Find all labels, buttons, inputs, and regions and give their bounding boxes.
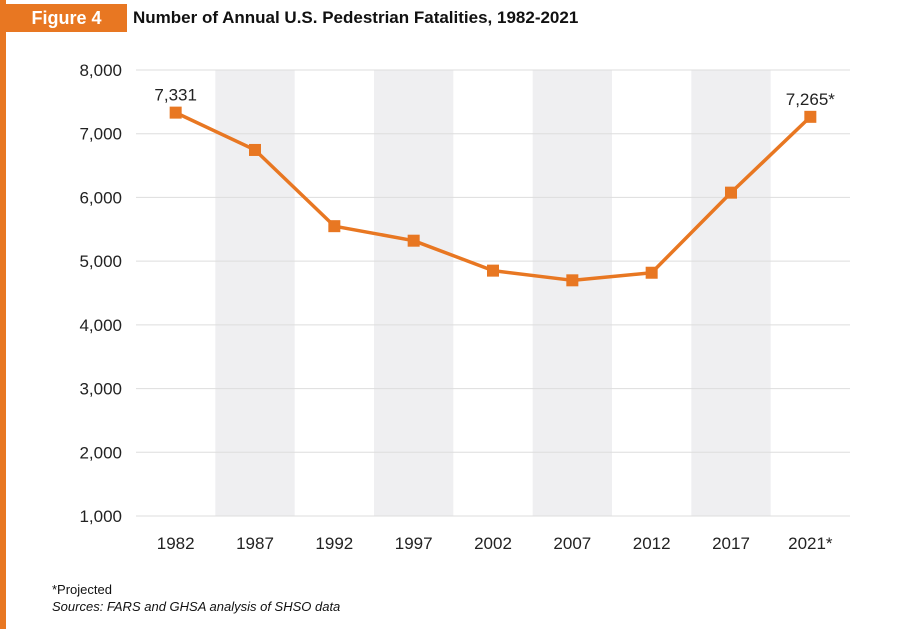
data-point bbox=[645, 266, 658, 279]
x-tick-label: 1982 bbox=[157, 534, 195, 553]
data-point bbox=[407, 234, 420, 247]
chart-title: Number of Annual U.S. Pedestrian Fatalit… bbox=[133, 8, 579, 27]
x-tick-label: 1992 bbox=[315, 534, 353, 553]
y-axis-ticks: 1,000 2,000 3,000 4,000 5,000 6,000 7,000 8,000 bbox=[79, 61, 122, 526]
data-labels: 7,331 7,265* bbox=[154, 86, 835, 109]
data-point bbox=[487, 264, 499, 277]
x-tick-label: 2007 bbox=[553, 534, 591, 553]
y-tick-label: 1,000 bbox=[79, 507, 122, 526]
y-tick-label: 6,000 bbox=[79, 188, 122, 207]
background-bands bbox=[215, 70, 771, 516]
background-band bbox=[532, 70, 612, 516]
source-note: Sources: FARS and GHSA analysis of SHSO … bbox=[52, 599, 341, 614]
y-tick-label: 8,000 bbox=[79, 61, 122, 80]
y-tick-label: 5,000 bbox=[79, 252, 122, 271]
data-point bbox=[328, 220, 341, 233]
background-band bbox=[691, 70, 771, 516]
x-tick-label: 1987 bbox=[236, 534, 274, 553]
x-tick-label: 1997 bbox=[395, 534, 433, 553]
y-tick-label: 7,000 bbox=[79, 125, 122, 144]
data-point bbox=[566, 274, 579, 287]
figure-label: Figure 4 bbox=[6, 4, 127, 32]
series-group bbox=[169, 106, 817, 287]
gridlines bbox=[136, 69, 850, 517]
footnote: *Projected bbox=[52, 582, 112, 597]
data-point bbox=[169, 106, 182, 119]
background-band bbox=[374, 70, 454, 516]
data-label: 7,331 bbox=[154, 86, 197, 105]
data-point bbox=[804, 110, 817, 123]
data-point bbox=[249, 143, 261, 156]
x-axis-ticks: 1982 1987 1992 1997 2002 2007 2012 2017 2021* bbox=[157, 534, 833, 553]
x-tick-label: 2002 bbox=[474, 534, 512, 553]
x-tick-label: 2012 bbox=[633, 534, 671, 553]
y-tick-label: 3,000 bbox=[79, 380, 122, 399]
x-tick-label: 2017 bbox=[712, 534, 750, 553]
data-label: 7,265* bbox=[786, 90, 836, 109]
y-tick-label: 2,000 bbox=[79, 443, 122, 462]
y-tick-label: 4,000 bbox=[79, 316, 122, 335]
accent-bar bbox=[0, 0, 6, 629]
data-point bbox=[725, 186, 737, 199]
x-tick-label: 2021* bbox=[788, 534, 833, 553]
